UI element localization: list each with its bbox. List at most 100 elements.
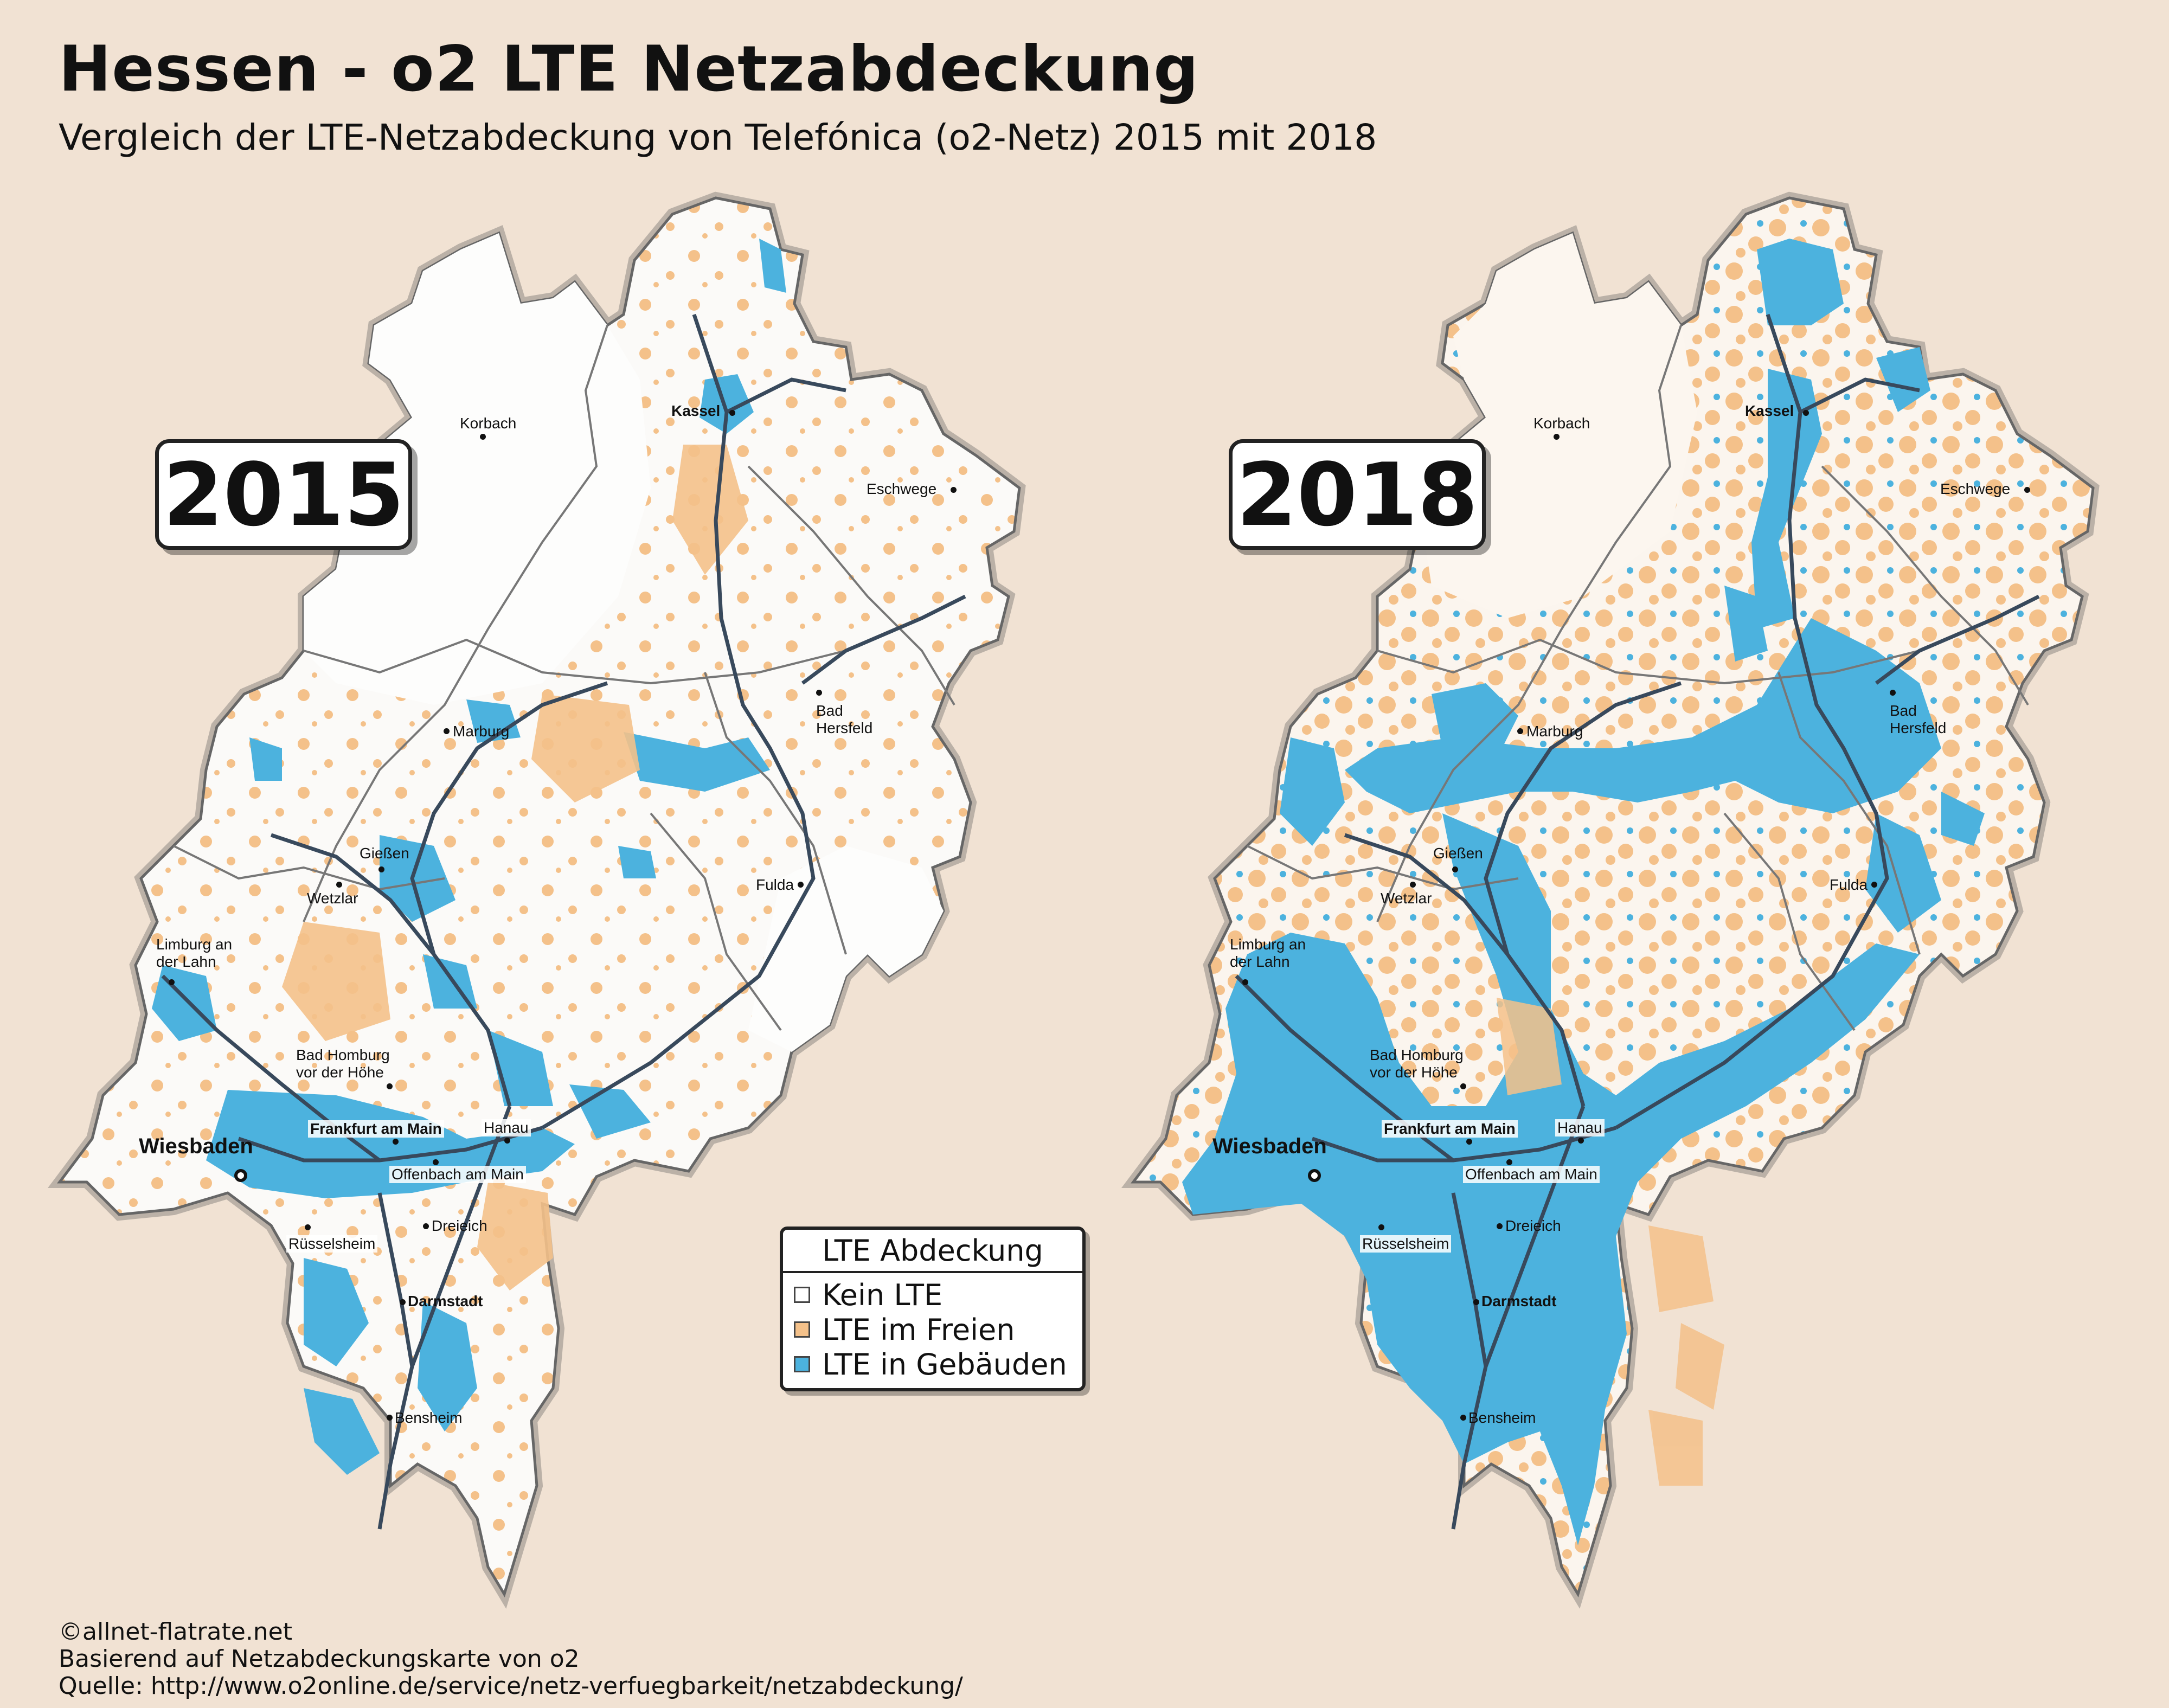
city-marburg: Marburg: [453, 723, 510, 740]
city-wetzlar: Wetzlar: [1381, 890, 1432, 907]
city-bad-hersfeld-1: Bad: [816, 702, 843, 719]
legend-title: LTE Abdeckung: [783, 1230, 1082, 1273]
legend-label: LTE in Gebäuden: [822, 1347, 1067, 1382]
footer-source: Quelle: http://www.o2online.de/service/n…: [59, 1672, 963, 1700]
city-wiesbaden: Wiesbaden: [1212, 1134, 1327, 1158]
city-marburg: Marburg: [1526, 723, 1583, 740]
legend-item-no-lte: Kein LTE: [783, 1277, 1082, 1312]
city-marker: [1460, 1083, 1466, 1089]
city-offenbach: Offenbach am Main: [389, 1166, 526, 1183]
city-marker: [393, 1139, 399, 1145]
city-marker: [729, 410, 735, 416]
city-marker: [387, 1083, 393, 1089]
page-subtitle: Vergleich der LTE-Netzabdeckung von Tele…: [59, 117, 1377, 158]
city-limburg-2: der Lahn: [156, 953, 216, 970]
map-2018: [1133, 198, 2093, 1594]
city-korbach: Korbach: [1533, 415, 1590, 432]
motorways: [161, 313, 966, 1530]
city-marker: [1554, 434, 1560, 440]
city-bad-homburg-2: vor der Höhe: [296, 1064, 384, 1081]
city-eschwege: Eschwege: [1940, 480, 2011, 497]
city-bad-hersfeld-1: Bad: [1890, 702, 1917, 719]
city-marker: [433, 1159, 439, 1165]
legend-swatch: [794, 1321, 810, 1338]
city-marker: [798, 882, 804, 888]
city-marker: [480, 434, 486, 440]
no-lte-area: [304, 233, 651, 705]
city-marker: [1410, 882, 1416, 888]
city-marker: [1466, 1139, 1472, 1145]
city-marker: [1242, 979, 1248, 985]
outdoor-coverage: [282, 445, 748, 1290]
city-darmstadt: Darmstadt: [408, 1293, 483, 1309]
city-marker: [1506, 1159, 1512, 1165]
city-bad-homburg-2: vor der Höhe: [1370, 1064, 1458, 1081]
city-bensheim: Bensheim: [395, 1409, 463, 1426]
footer: ©allnet-flatrate.net Basierend auf Netza…: [59, 1619, 963, 1700]
city-marker: [1871, 882, 1877, 888]
city-marker: [423, 1223, 429, 1229]
city-wiesbaden: Wiesbaden: [139, 1134, 253, 1158]
outdoor-coverage: [1497, 998, 1724, 1486]
city-ruesselsheim: Rüsselsheim: [1360, 1235, 1452, 1253]
city-marker: [1517, 728, 1523, 734]
legend-swatch: [794, 1287, 810, 1303]
district-borders: [1247, 325, 2029, 1031]
legend-item-outdoor: LTE im Freien: [783, 1312, 1082, 1347]
city-marker: [400, 1299, 406, 1305]
city-marker: [1378, 1224, 1384, 1230]
city-marker: [951, 487, 957, 493]
city-wetzlar: Wetzlar: [307, 890, 358, 907]
indoor-coverage: [152, 239, 786, 1475]
motorways: [1235, 313, 2040, 1530]
city-marker: [2024, 487, 2030, 493]
city-fulda: Fulda: [756, 876, 794, 893]
city-frankfurt: Frankfurt am Main: [1382, 1120, 1518, 1138]
legend-label: Kein LTE: [822, 1277, 943, 1312]
city-fulda: Fulda: [1830, 876, 1868, 893]
city-marker: [387, 1415, 393, 1421]
year-label-2018: 2018: [1229, 439, 1486, 550]
no-lte-area: [748, 846, 944, 1052]
city-marker: [169, 979, 175, 985]
low-coverage-area: [1421, 233, 1697, 618]
city-darmstadt: Darmstadt: [1481, 1293, 1557, 1309]
city-limburg-2: der Lahn: [1230, 953, 1290, 970]
city-marker: [1452, 866, 1458, 872]
city-marker: [305, 1224, 311, 1230]
city-marker: [816, 690, 822, 696]
city-marker: [444, 728, 450, 734]
city-bad-homburg-1: Bad Homburg: [1370, 1046, 1464, 1063]
city-limburg-1: Limburg an: [156, 936, 233, 953]
city-marker: [378, 866, 384, 872]
city-marker: [1578, 1138, 1584, 1144]
city-marker: [1460, 1415, 1466, 1421]
city-frankfurt: Frankfurt am Main: [308, 1120, 444, 1138]
city-offenbach: Offenbach am Main: [1463, 1166, 1600, 1183]
city-korbach: Korbach: [460, 415, 517, 432]
city-kassel: Kassel: [1745, 402, 1794, 419]
city-marker: [504, 1138, 510, 1144]
capital-marker: [234, 1169, 247, 1182]
district-borders: [173, 325, 955, 1031]
city-marker: [1890, 690, 1896, 696]
city-giessen: Gießen: [1433, 845, 1483, 862]
city-dreieich: Dreieich: [432, 1217, 487, 1234]
legend: LTE Abdeckung Kein LTE LTE im Freien LTE…: [780, 1227, 1086, 1391]
year-label-2015: 2015: [155, 439, 412, 550]
city-marker: [1473, 1299, 1479, 1305]
city-eschwege: Eschwege: [867, 480, 937, 497]
legend-item-indoor: LTE in Gebäuden: [783, 1347, 1082, 1382]
city-ruesselsheim: Rüsselsheim: [286, 1235, 378, 1253]
city-marker: [1803, 410, 1809, 416]
city-bad-hersfeld-2: Hersfeld: [816, 720, 873, 736]
city-limburg-1: Limburg an: [1230, 936, 1306, 953]
page-title: Hessen - o2 LTE Netzabdeckung: [59, 33, 1199, 106]
city-hanau: Hanau: [482, 1119, 531, 1136]
city-marker: [1497, 1223, 1503, 1229]
city-giessen: Gießen: [360, 845, 409, 862]
capital-marker: [1308, 1169, 1321, 1182]
map-2015: [60, 198, 1019, 1594]
city-bad-hersfeld-2: Hersfeld: [1890, 720, 1947, 736]
